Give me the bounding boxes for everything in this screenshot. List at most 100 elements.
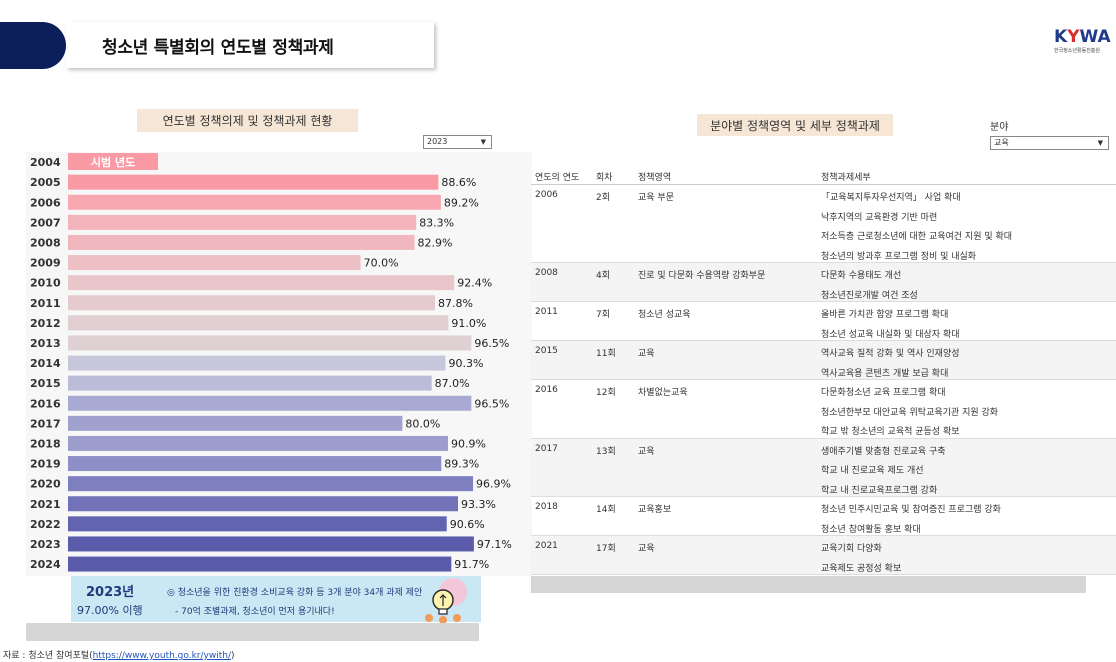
table-horizontal-scrollbar[interactable] [531,576,1086,593]
cell-detail: 생애주기별 맞춤형 진로교육 구축 [821,446,946,457]
bar-2019[interactable] [68,456,442,472]
year-tick-label: 2004 [30,156,61,169]
bar-2007[interactable] [68,214,417,230]
bar-value-label: 96.5% [474,397,509,410]
cell-year: 2008 [535,268,558,278]
page-title: 청소년 특별회의 연도별 정책과제 [102,37,334,58]
bar-value-label: 93.3% [461,498,496,511]
table-row-group: 2008 4회 진로 및 다문화 수용역량 강화부문 다문화 수용태도 개선 청소년진로… [531,263,1116,302]
year-tick-label: 2006 [30,196,61,209]
bar-2005[interactable] [68,174,439,190]
bar-2018[interactable] [68,435,448,451]
year-select[interactable]: 2023 ▼ [423,135,492,149]
cell-detail: 학교 내 진로교육 제도 개선 [821,466,924,476]
field-select-value: 교육 [994,138,1009,147]
bar-2016[interactable] [68,395,472,411]
bar-2015[interactable] [68,375,432,391]
bar-value-label: 80.0% [405,417,440,430]
cell-detail: 청소년 성교육 내실화 및 대상자 확대 [821,329,960,340]
year-select-value: 2023 [427,137,448,146]
field-select[interactable]: 교육 ▼ [990,136,1109,150]
bar-value-label: 96.9% [476,478,511,491]
bar-2008[interactable] [68,234,415,250]
chart-section-title: 연도별 정책의제 및 정책과제 현황 [137,109,358,132]
source-prefix: 자료 : 청소년 참여포털( [3,651,93,661]
cell-round: 14회 [596,505,616,515]
table-row-group: 2017 13회 교육 생애주기별 맞춤형 진로교육 구축 학교 내 진로교육 제도 개… [531,438,1116,497]
cell-round: 17회 [596,544,616,554]
year-tick-label: 2013 [30,337,61,350]
cell-area: 차별없는교육 [638,388,688,398]
cell-year: 2021 [535,541,558,551]
bar-value-label: 92.4% [457,277,492,290]
bar-2024[interactable] [68,556,452,572]
year-tick-label: 2009 [30,257,61,270]
bar-2006[interactable] [68,194,441,210]
cell-area: 청소년 성교육 [638,310,691,320]
cell-detail: 올바른 가치관 함양 프로그램 확대 [821,310,949,320]
year-tick-label: 2017 [30,417,61,430]
bar-2017[interactable] [68,415,403,431]
cell-area: 교육 부문 [638,193,674,203]
bar-value-label: 91.0% [451,317,486,330]
table-header: 연도의 연도 회차 정책영역 정책과제세부 [531,166,1116,185]
chevron-down-icon: ▼ [1097,139,1103,147]
column-header-area[interactable]: 정책영역 [638,173,672,183]
cell-detail: 저소득층 근로청소년에 대한 교육여건 지원 및 확대 [821,232,1013,242]
bar-2011[interactable] [68,295,436,311]
trial-year-label: 시범 년도 [68,153,158,170]
cell-round: 4회 [596,271,611,281]
year-tick-label: 2020 [30,478,61,491]
source-link[interactable]: https://www.youth.go.kr/ywith/ [92,651,231,661]
year-tick-label: 2022 [30,518,61,531]
cell-round: 7회 [596,310,611,320]
column-header-year[interactable]: 연도의 연도 [535,173,580,183]
cell-round: 12회 [596,388,616,398]
cell-detail: 청소년진로개발 여건 조성 [821,290,918,301]
bar-2010[interactable] [68,275,455,291]
bar-value-label: 89.2% [444,196,479,209]
column-header-detail[interactable]: 정책과제세부 [821,173,871,183]
bar-2023[interactable] [68,536,474,552]
kywa-logo: KYWA 한국청소년활동진흥원 [1038,24,1112,60]
table-row-group: 2021 17회 교육 교육기회 다양화 교육제도 공정성 확보 [531,536,1116,575]
cell-year: 2017 [535,443,558,454]
bar-value-label: 88.6% [441,176,476,189]
cell-year: 2016 [535,385,558,395]
bar-2022[interactable] [68,516,447,532]
bar-2009[interactable] [68,255,361,271]
bar-2014[interactable] [68,355,446,371]
column-header-round[interactable]: 회차 [596,173,613,183]
bar-2021[interactable] [68,496,458,512]
bar-value-label: 90.6% [450,518,485,531]
bar-2012[interactable] [68,315,449,331]
cell-year: 2006 [535,190,558,200]
logo-mark: KYWA [1054,27,1111,47]
cell-area: 교육홍보 [638,505,672,515]
chevron-down-icon: ▼ [480,138,486,146]
bar-2013[interactable] [68,335,472,351]
bar-value-label: 83.3% [419,216,454,229]
source-note: 자료 : 청소년 참여포털(https://www.youth.go.kr/yw… [3,648,235,661]
bar-value-label: 91.7% [454,558,489,571]
cell-round: 2회 [596,193,611,203]
callout-rate: 97.00% 이행 [77,604,143,617]
bar-value-label: 87.0% [435,377,470,390]
policy-rate-bar-chart: 2004 2005 88.6% 2006 89.2% 2007 83.3% 2008 82.9%… [30,156,512,572]
bar-2020[interactable] [68,476,474,492]
year-tick-label: 2021 [30,498,61,511]
cell-year: 2018 [535,502,558,512]
logo-subtitle: 한국청소년활동진흥원 [1054,48,1101,54]
cell-year: 2015 [535,346,558,356]
year-tick-label: 2018 [30,437,61,450]
cell-detail: 청소년의 방과후 프로그램 정비 및 내실화 [821,251,977,262]
cell-detail: 교육제도 공정성 확보 [821,563,902,574]
cell-area: 교육 [638,446,655,457]
cell-detail: 다문화 수용태도 개선 [821,271,902,281]
bar-value-label: 90.3% [448,357,483,370]
year-tick-label: 2005 [30,176,61,189]
chart-horizontal-scrollbar[interactable] [26,623,479,641]
source-suffix: ) [230,651,235,661]
header: 청소년 특별회의 연도별 정책과제 [66,22,434,68]
